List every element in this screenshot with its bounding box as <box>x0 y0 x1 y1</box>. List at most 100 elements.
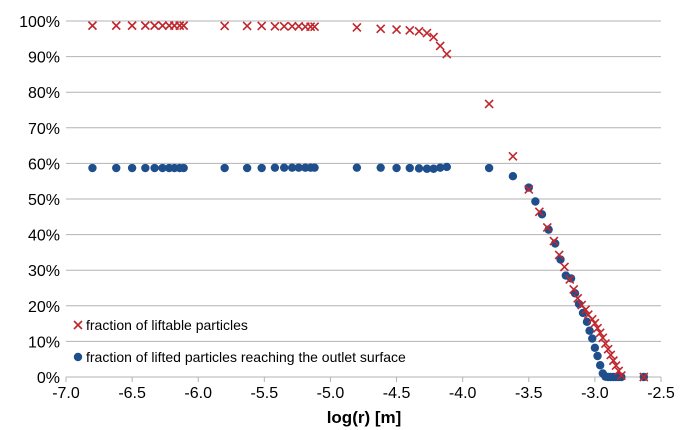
y-tick-label: 60% <box>28 156 60 173</box>
data-point-liftable <box>87 21 98 31</box>
data-point-liftable <box>391 24 402 35</box>
data-point-lifted-reaching-outlet <box>127 163 137 173</box>
data-point-liftable <box>405 25 415 35</box>
legend-item-liftable: fraction of liftable particles <box>73 317 248 333</box>
data-point-liftable <box>569 284 579 294</box>
data-point-liftable <box>590 318 600 328</box>
x-axis-ticks: -7.0 -6.5 -6.0 -5.5 -5.0 -4.5 -4.0 -3.5 -3.0 -2.5 <box>52 377 675 402</box>
y-tick-label: 10% <box>28 334 60 351</box>
data-point-lifted-reaching-outlet <box>590 343 600 353</box>
y-tick-label: 30% <box>28 263 60 280</box>
y-tick-label: 90% <box>28 50 60 67</box>
legend-item-lifted-reaching-outlet: fraction of lifted particles reaching th… <box>73 349 406 365</box>
data-point-liftable <box>140 21 150 31</box>
legend-marker-circle <box>73 352 83 362</box>
x-tick-label: -3.5 <box>515 385 543 402</box>
y-tick-label: 70% <box>28 121 60 138</box>
x-axis-title: log(r) [m] <box>327 408 402 427</box>
data-point-liftable <box>559 262 570 272</box>
data-point-liftable <box>573 293 583 303</box>
data-point-liftable <box>435 41 445 51</box>
data-point-liftable <box>606 350 616 360</box>
data-point-lifted-reaching-outlet <box>442 162 451 172</box>
data-point-lifted-reaching-outlet <box>524 183 533 192</box>
y-tick-label: 40% <box>28 228 60 245</box>
data-point-liftable <box>220 21 230 31</box>
data-point-lifted-reaching-outlet <box>593 351 602 361</box>
legend: fraction of liftable particles fraction … <box>73 317 406 365</box>
data-point-lifted-reaching-outlet <box>435 163 445 172</box>
data-point-liftable <box>484 99 494 109</box>
data-point-liftable <box>587 314 597 324</box>
y-tick-label: 0% <box>37 370 60 387</box>
data-point-lifted-reaching-outlet <box>279 163 289 172</box>
data-point-liftable <box>257 21 267 31</box>
data-point-liftable <box>611 361 621 371</box>
data-point-lifted-reaching-outlet <box>617 372 626 382</box>
data-point-liftable <box>581 305 591 315</box>
data-point-lifted-reaching-outlet <box>392 163 401 173</box>
data-point-liftable <box>565 274 575 285</box>
data-point-lifted-reaching-outlet <box>422 164 432 173</box>
data-point-lifted-reaching-outlet <box>270 163 280 172</box>
data-point-liftable <box>279 21 289 31</box>
data-point-lifted-reaching-outlet <box>484 163 494 173</box>
data-point-liftable <box>376 24 386 34</box>
x-tick-label: -6.0 <box>184 385 212 402</box>
data-point-liftable <box>352 22 362 32</box>
x-tick-label: -3.0 <box>581 385 609 402</box>
data-point-liftable <box>534 207 544 217</box>
data-point-lifted-reaching-outlet <box>508 172 518 181</box>
data-point-lifted-reaching-outlet <box>585 326 594 335</box>
data-point-liftable <box>287 21 297 31</box>
data-point-liftable <box>442 49 452 59</box>
data-point-lifted-reaching-outlet <box>310 163 319 172</box>
data-point-lifted-reaching-outlet <box>429 164 438 173</box>
y-tick-label: 100% <box>19 14 60 31</box>
data-point-liftable <box>592 323 603 333</box>
data-point-liftable <box>429 32 439 42</box>
data-point-liftable <box>150 21 160 31</box>
data-point-lifted-reaching-outlet <box>158 163 167 173</box>
legend-label-lifted-reaching-outlet: fraction of lifted particles reaching th… <box>86 349 406 365</box>
data-point-lifted-reaching-outlet <box>150 163 159 173</box>
legend-label-liftable: fraction of liftable particles <box>86 317 248 333</box>
x-tick-label: -2.5 <box>647 385 675 402</box>
data-point-liftable <box>508 151 518 161</box>
data-point-liftable <box>598 333 608 343</box>
x-tick-label: -5.5 <box>251 385 279 402</box>
data-point-liftable <box>179 21 189 31</box>
data-point-lifted-reaching-outlet <box>287 163 297 172</box>
data-point-liftable <box>542 222 552 233</box>
y-tick-label: 80% <box>28 85 60 102</box>
data-point-liftable <box>608 356 618 366</box>
x-tick-label: -4.0 <box>449 385 477 402</box>
data-point-lifted-reaching-outlet <box>294 163 303 172</box>
data-point-lifted-reaching-outlet <box>352 163 362 172</box>
data-point-lifted-reaching-outlet <box>257 163 266 173</box>
data-point-lifted-reaching-outlet <box>220 163 229 173</box>
data-point-lifted-reaching-outlet <box>414 164 424 173</box>
grid-lines <box>66 20 661 378</box>
data-point-liftable <box>595 328 605 338</box>
x-tick-label: -5.0 <box>317 385 345 402</box>
data-point-lifted-reaching-outlet <box>405 163 414 173</box>
data-point-lifted-reaching-outlet <box>376 163 385 172</box>
data-point-lifted-reaching-outlet <box>531 197 540 206</box>
x-tick-label: -6.5 <box>118 385 146 402</box>
data-point-lifted-reaching-outlet <box>595 361 605 370</box>
data-point-liftable <box>175 21 185 31</box>
data-point-liftable <box>603 344 613 354</box>
y-axis-ticks: 0% 10% 20% 30% 40% 50% 60% 70% 80% 90% 100% <box>19 14 60 387</box>
data-point-lifted-reaching-outlet <box>582 317 592 327</box>
data-point-liftable <box>614 366 624 376</box>
legend-marker-x <box>73 320 83 330</box>
data-point-liftable <box>422 28 432 38</box>
data-point-lifted-reaching-outlet <box>179 163 188 173</box>
data-point-liftable <box>600 338 611 349</box>
data-point-liftable <box>414 26 424 36</box>
data-point-liftable <box>310 22 320 32</box>
data-point-liftable <box>306 22 316 32</box>
x-tick-label: -4.5 <box>383 385 411 402</box>
